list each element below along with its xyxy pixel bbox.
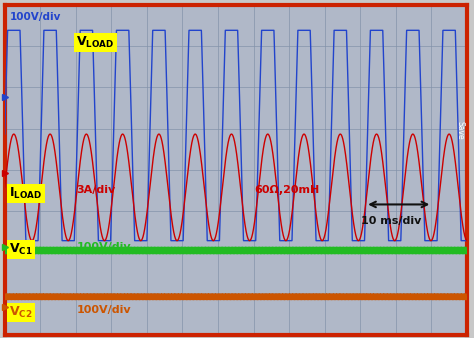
- Text: 3A/div: 3A/div: [76, 185, 116, 195]
- Text: Save: Save: [456, 121, 465, 140]
- Text: $\mathbf{I_{LOAD}}$: $\mathbf{I_{LOAD}}$: [9, 186, 43, 201]
- Text: 100V/div: 100V/div: [76, 305, 131, 315]
- Text: 100V/div: 100V/div: [9, 11, 61, 22]
- Text: 10 ms/div: 10 ms/div: [361, 216, 421, 226]
- Text: $\mathbf{V_{C2}}$: $\mathbf{V_{C2}}$: [9, 305, 33, 320]
- Text: 60Ω,20mH: 60Ω,20mH: [255, 185, 319, 195]
- Text: 100V/div: 100V/div: [76, 242, 131, 252]
- Text: $\mathbf{V_{C1}}$: $\mathbf{V_{C1}}$: [9, 242, 33, 258]
- Text: $\mathbf{V_{LOAD}}$: $\mathbf{V_{LOAD}}$: [76, 35, 115, 50]
